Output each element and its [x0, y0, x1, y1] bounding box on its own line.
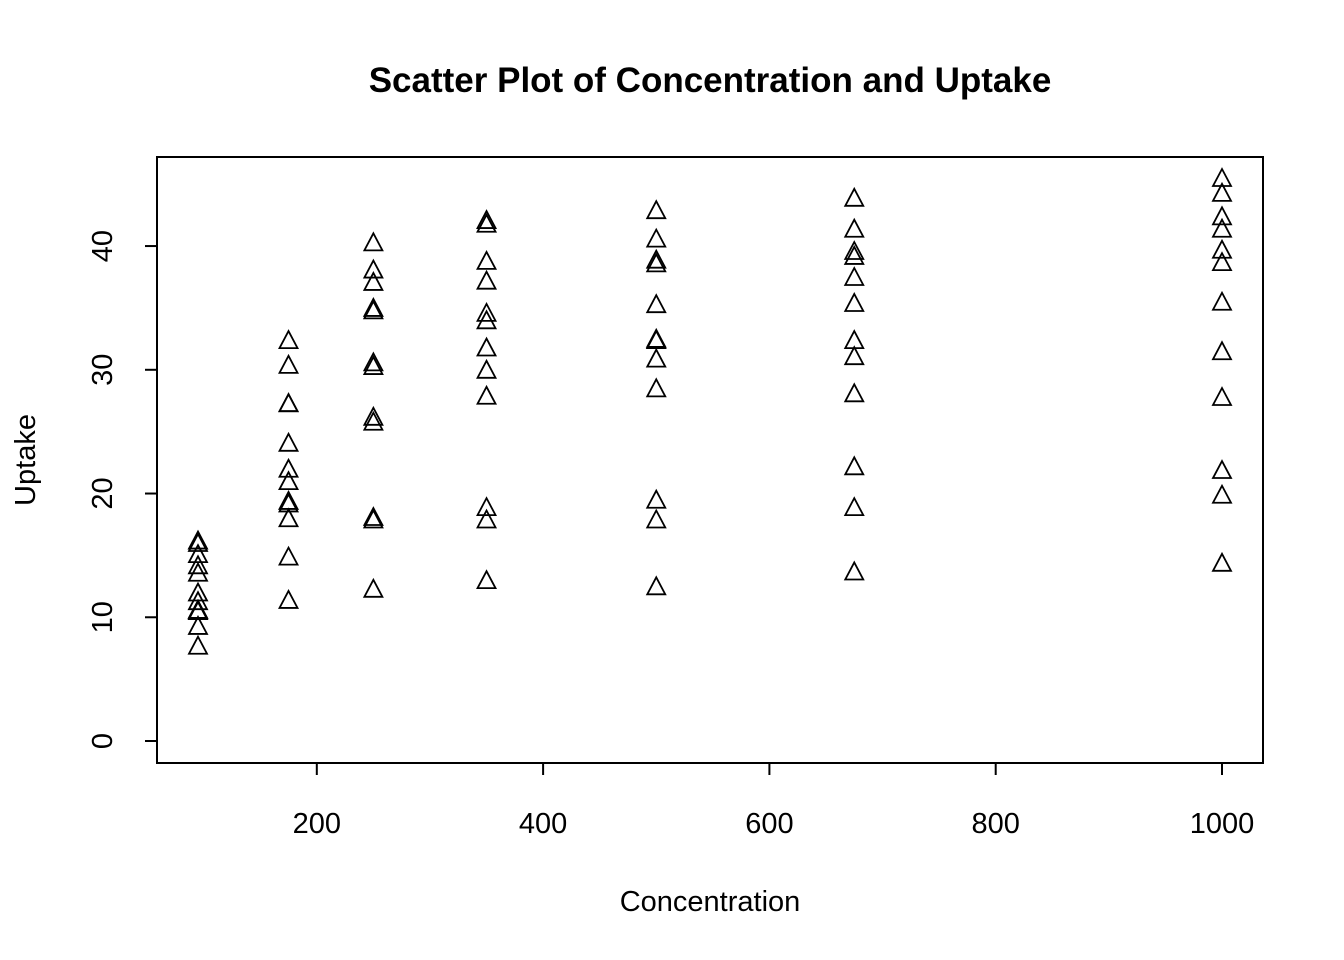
- data-point: [843, 292, 865, 312]
- data-point: [1211, 386, 1233, 406]
- data-point: [843, 496, 865, 517]
- data-point: [476, 301, 498, 322]
- data-point: [362, 506, 384, 526]
- data-point: [1211, 551, 1233, 572]
- data-point: [1211, 251, 1233, 272]
- data-point: [362, 258, 384, 279]
- y-tick-label: 0: [87, 733, 119, 749]
- data-point: [187, 543, 209, 564]
- data-point: [187, 590, 209, 611]
- data-point: [1211, 205, 1233, 226]
- data-point: [645, 329, 667, 349]
- data-point: [187, 532, 209, 552]
- data-point: [476, 508, 498, 529]
- data-point: [278, 589, 300, 609]
- data-point: [187, 561, 209, 582]
- x-axis: 200 400 600 800 1000: [293, 762, 1255, 840]
- data-point: [278, 470, 300, 491]
- data-point: [278, 545, 300, 566]
- y-tick-label: 10: [87, 601, 119, 633]
- chart-title: Scatter Plot of Concentration and Uptake: [369, 61, 1052, 100]
- plot-frame: [156, 156, 1264, 764]
- data-point: [476, 269, 498, 290]
- data-point: [645, 488, 667, 509]
- data-point: [278, 457, 300, 478]
- y-axis-title: Uptake: [10, 414, 42, 506]
- data-point: [278, 431, 300, 452]
- data-point: [362, 577, 384, 598]
- data-point: [278, 353, 300, 374]
- data-point: [1211, 217, 1233, 238]
- data-point: [476, 569, 498, 590]
- data-point: [1211, 238, 1233, 259]
- x-axis-title: Concentration: [620, 886, 801, 918]
- data-point: [278, 329, 300, 349]
- data-point: [843, 560, 865, 581]
- data-point: [645, 252, 667, 273]
- data-point: [187, 529, 209, 550]
- data-point: [476, 309, 498, 330]
- data-point: [1211, 181, 1233, 202]
- data-point: [362, 410, 384, 431]
- data-point: [1211, 483, 1233, 504]
- data-point: [843, 240, 865, 260]
- data-point: [645, 575, 667, 596]
- y-tick-label: 20: [87, 477, 119, 509]
- data-point: [1211, 167, 1233, 187]
- x-tick-label: 400: [519, 808, 567, 840]
- data-point: [362, 296, 384, 317]
- data-point: [843, 266, 865, 286]
- data-point: [645, 199, 667, 220]
- data-point: [645, 347, 667, 368]
- x-tick-label: 800: [972, 808, 1020, 840]
- data-point: [843, 345, 865, 366]
- data-point: [476, 249, 498, 270]
- data-point: [645, 227, 667, 248]
- data-points: [187, 167, 1233, 655]
- data-point: [278, 392, 300, 413]
- y-tick-label: 40: [87, 230, 119, 262]
- data-point: [278, 392, 300, 413]
- data-point: [476, 496, 498, 517]
- data-point: [362, 351, 384, 372]
- data-point: [476, 209, 498, 229]
- data-point: [362, 508, 384, 529]
- x-tick-label: 600: [745, 808, 793, 840]
- data-point: [1211, 290, 1233, 311]
- data-point: [645, 508, 667, 529]
- data-point: [187, 634, 209, 655]
- data-point: [476, 336, 498, 357]
- y-axis: 0 10 20 30 40: [87, 230, 158, 749]
- data-point: [278, 507, 300, 528]
- data-point: [843, 186, 865, 207]
- data-point: [362, 405, 384, 426]
- data-point: [645, 377, 667, 398]
- data-point: [1211, 459, 1233, 479]
- data-point: [843, 245, 865, 265]
- data-point: [476, 212, 498, 233]
- data-point: [362, 271, 384, 291]
- data-point: [843, 455, 865, 476]
- y-tick-label: 30: [87, 354, 119, 386]
- data-point: [645, 293, 667, 314]
- x-tick-label: 200: [293, 808, 341, 840]
- data-point: [187, 598, 209, 619]
- data-point: [476, 384, 498, 405]
- data-point: [645, 248, 667, 269]
- data-point: [476, 358, 498, 379]
- data-point: [843, 217, 865, 238]
- data-point: [362, 355, 384, 375]
- data-point: [843, 382, 865, 403]
- data-point: [362, 299, 384, 320]
- data-point: [187, 554, 209, 575]
- x-tick-label: 1000: [1190, 808, 1255, 840]
- data-point: [1211, 340, 1233, 361]
- data-point: [362, 231, 384, 252]
- data-point: [278, 492, 300, 513]
- data-point: [187, 615, 209, 635]
